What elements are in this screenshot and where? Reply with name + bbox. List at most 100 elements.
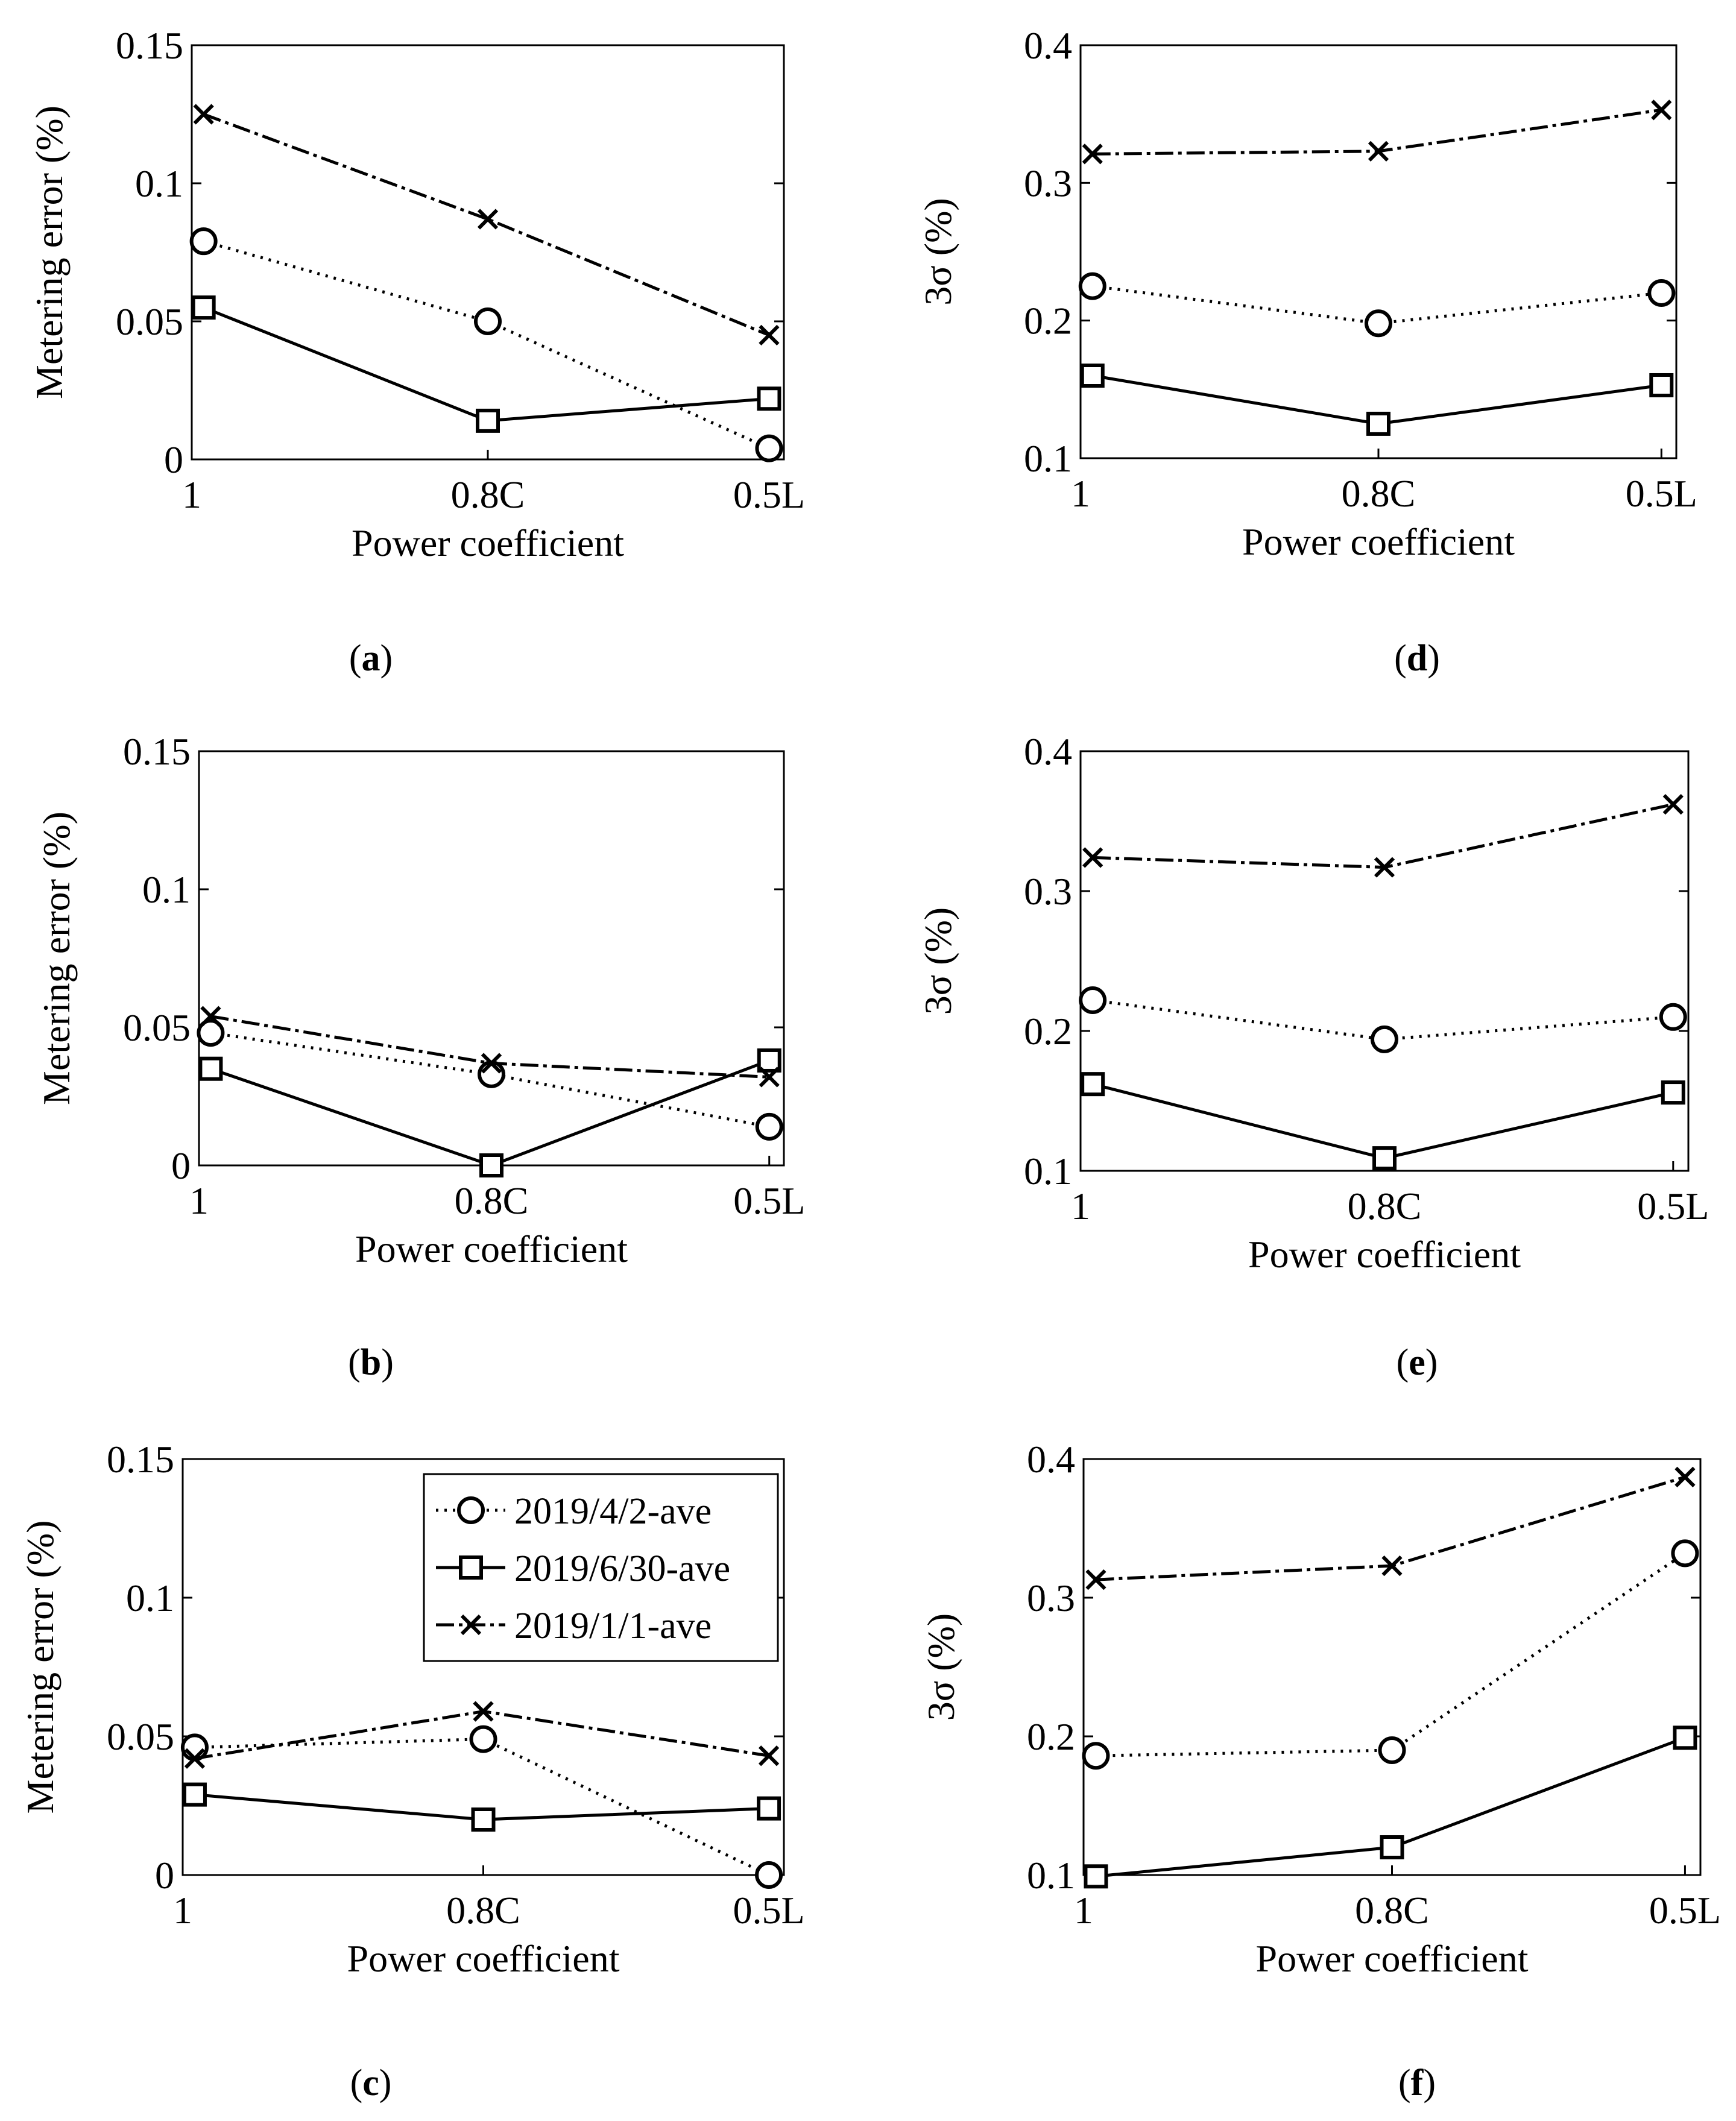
- x-tick-label: 1: [1071, 472, 1090, 515]
- y-tick-label: 0.2: [1024, 300, 1072, 342]
- panel-letter: f: [1411, 2063, 1424, 2104]
- data-point-circle: [1378, 1736, 1406, 1764]
- x-tick-label: 0.8C: [1355, 1889, 1429, 1932]
- x-axis-title: Power coefficient: [1256, 1937, 1529, 1980]
- x-tick-label: 0.8C: [1348, 1185, 1422, 1228]
- panel-caption: (e): [1397, 1342, 1438, 1383]
- data-point-circle: [1659, 1003, 1687, 1031]
- y-tick-label: 0.15: [123, 730, 191, 773]
- legend-label: 2019/4/2-ave: [514, 1491, 712, 1532]
- y-tick-label: 0.1: [1024, 437, 1072, 480]
- data-point-square: [479, 1153, 503, 1177]
- data-point-circle: [189, 227, 218, 256]
- chart-panel-a: 0 0.05 0.1 0.15 1 0.8C 0.5L Power coefficient Me…: [28, 24, 805, 679]
- data-point-x: [193, 104, 214, 125]
- data-point-x: [1085, 1569, 1106, 1590]
- data-point-circle: [755, 1861, 783, 1889]
- y-axis-title: 3σ (%): [920, 1613, 962, 1721]
- data-point-square: [757, 1796, 781, 1821]
- y-tick-label: 0.2: [1027, 1715, 1075, 1758]
- series-line-circle: [210, 1031, 770, 1129]
- x-tick-label: 0.8C: [446, 1889, 520, 1932]
- data-point-square: [757, 386, 781, 411]
- data-point-square: [191, 295, 216, 320]
- data-point-circle: [1078, 272, 1106, 300]
- x-axis-title: Power coefficient: [1248, 1233, 1521, 1276]
- chart-panel-f: 0.1 0.2 0.3 0.4 1 0.8C 0.5L Power coefficient 3σ…: [920, 1438, 1721, 2104]
- data-point-x: [1368, 140, 1389, 162]
- y-tick-label: 0.05: [107, 1715, 174, 1758]
- legend-marker-circle: [457, 1496, 485, 1524]
- data-point-square: [1673, 1725, 1697, 1750]
- y-tick-label: 0.3: [1024, 162, 1072, 204]
- data-point-circle: [197, 1019, 225, 1047]
- x-tick-label: 1: [1074, 1889, 1093, 1932]
- data-point-square: [1649, 373, 1674, 397]
- panel-caption: (c): [350, 2063, 392, 2104]
- y-tick-label: 0.2: [1024, 1010, 1072, 1053]
- x-axis-title: Power coefficient: [1242, 520, 1515, 563]
- data-point-square: [182, 1782, 207, 1807]
- x-tick-label: 1: [173, 1889, 192, 1932]
- data-point-x: [1381, 1555, 1403, 1577]
- y-tick-label: 0.1: [126, 1577, 174, 1619]
- data-point-square: [1380, 1835, 1404, 1859]
- x-tick-label: 0.5L: [733, 1889, 805, 1932]
- y-axis-title: Metering error (%): [35, 812, 78, 1105]
- data-point-circle: [474, 307, 502, 335]
- data-point-square: [1080, 364, 1105, 388]
- y-tick-label: 0.4: [1024, 24, 1072, 67]
- data-point-x: [1674, 1466, 1696, 1488]
- panel-caption: (b): [348, 1342, 394, 1383]
- data-point-x: [759, 1067, 780, 1088]
- chart-panel-e: 0.1 0.2 0.3 0.4 1 0.8C 0.5L Power coefficient 3σ…: [917, 730, 1709, 1383]
- y-tick-label: 0.1: [1027, 1854, 1075, 1897]
- x-tick-label: 1: [182, 473, 201, 516]
- data-point-circle: [478, 1060, 505, 1088]
- legend-marker-square: [459, 1555, 483, 1580]
- y-tick-label: 0.15: [107, 1438, 174, 1481]
- y-tick-label: 0.3: [1027, 1577, 1075, 1619]
- panel-caption: (f): [1398, 2063, 1436, 2104]
- panel-letter: a: [362, 638, 380, 679]
- y-axis-title: 3σ (%): [917, 198, 959, 305]
- data-point-square: [1366, 411, 1390, 436]
- data-point-x: [473, 1701, 494, 1722]
- data-point-square: [1084, 1864, 1108, 1889]
- x-tick-label: 0.8C: [1342, 472, 1416, 515]
- legend: 2019/4/2-ave 2019/6/30-ave 2019/1/1-ave: [423, 1473, 779, 1662]
- data-point-x: [1374, 857, 1395, 878]
- x-tick-label: 0.5L: [1626, 472, 1697, 515]
- y-tick-label: 0: [155, 1854, 174, 1897]
- data-point-square: [1372, 1146, 1397, 1171]
- data-point-circle: [1082, 1742, 1110, 1770]
- panel-caption: (d): [1394, 638, 1440, 679]
- data-point-square: [471, 1807, 496, 1832]
- data-point-square: [198, 1056, 223, 1081]
- data-point-x: [184, 1748, 206, 1769]
- x-tick-label: 0.5L: [1649, 1889, 1721, 1932]
- y-tick-label: 0.1: [142, 868, 191, 911]
- data-point-x: [1082, 847, 1103, 868]
- chart-panel-c: 0 0.05 0.1 0.15 1 0.8C 0.5L Power coefficient Me…: [19, 1438, 805, 2104]
- data-point-x: [481, 1053, 502, 1074]
- chart-panel-d: 0.1 0.2 0.3 0.4 1 0.8C 0.5L Power coefficient 3σ…: [917, 24, 1697, 679]
- x-tick-label: 0.5L: [1637, 1185, 1709, 1228]
- y-tick-label: 0.4: [1027, 1438, 1075, 1481]
- y-axis-title: Metering error (%): [28, 106, 71, 399]
- data-point-x: [759, 324, 780, 346]
- x-tick-label: 1: [1071, 1185, 1090, 1228]
- x-tick-label: 0.5L: [733, 1179, 805, 1222]
- chart-panel-b: 0 0.05 0.1 0.15 1 0.8C 0.5L Power coefficient Me…: [35, 730, 805, 1383]
- y-tick-label: 0.3: [1024, 870, 1072, 913]
- panel-letter: b: [361, 1342, 381, 1383]
- data-point-x: [1082, 143, 1103, 165]
- panel-letter: c: [362, 2063, 379, 2104]
- x-tick-label: 0.8C: [455, 1179, 529, 1222]
- panel-letter: d: [1407, 638, 1427, 679]
- data-point-circle: [755, 1112, 783, 1141]
- x-axis-title: Power coefficient: [355, 1228, 628, 1270]
- y-axis-title: 3σ (%): [917, 907, 959, 1015]
- data-point-square: [1081, 1072, 1105, 1097]
- y-axis-title: Metering error (%): [19, 1521, 62, 1814]
